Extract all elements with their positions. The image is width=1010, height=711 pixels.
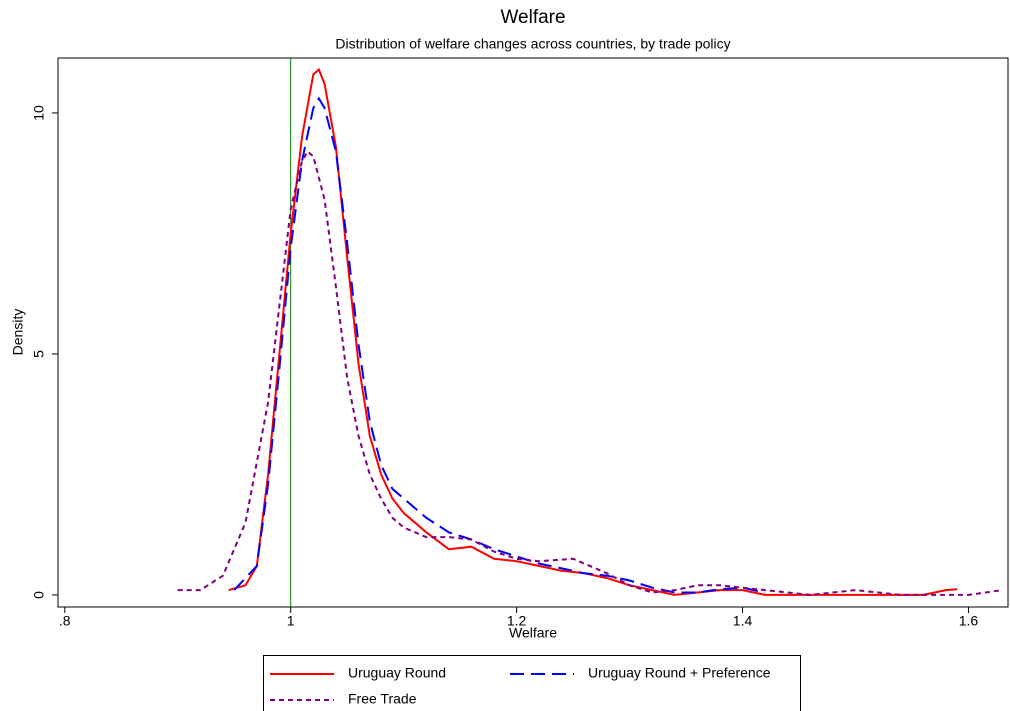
y-tick-label: 5 [31,350,47,358]
legend-label: Free Trade [348,691,417,707]
legend-box [263,655,801,711]
x-axis-label: Welfare [509,625,557,641]
y-tick-label: 0 [31,591,47,599]
x-tick-label: 1.4 [733,613,753,629]
density-line [233,96,766,594]
plot-frame [57,57,1009,608]
x-tick-label: 1 [287,613,295,629]
legend-label: Uruguay Round [348,665,446,681]
chart-subtitle: Distribution of welfare changes across c… [335,36,730,52]
y-tick-label: 10 [31,105,47,121]
density-line [177,149,1003,596]
chart-title: Welfare [500,7,565,28]
density-line [228,67,958,596]
x-tick-label: 1.2 [507,613,527,629]
legend-label: Uruguay Round + Preference [588,665,771,681]
x-tick-label: 1.6 [959,613,979,629]
x-tick-label: .8 [59,613,71,629]
y-axis-label: Density [10,309,26,356]
